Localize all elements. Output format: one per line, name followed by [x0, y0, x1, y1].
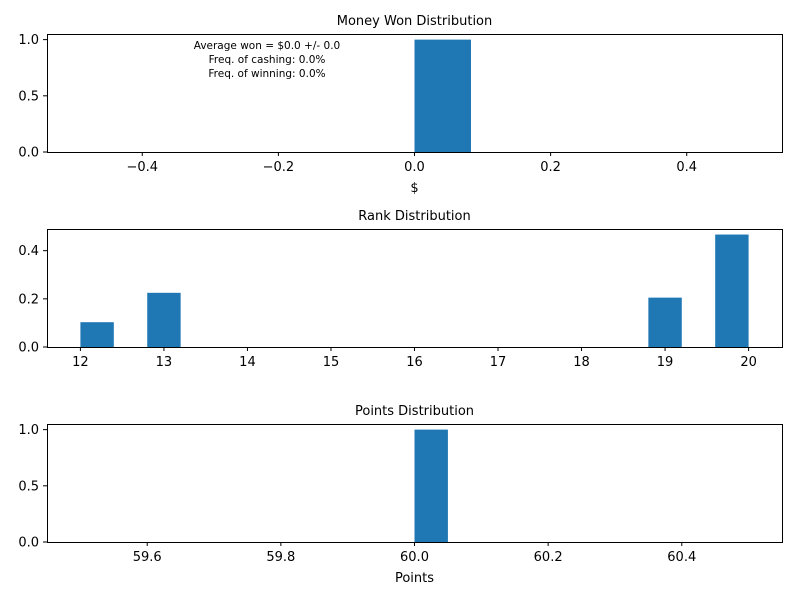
y-tick-label: 0.0	[18, 536, 39, 551]
x-tick-label: −0.4	[126, 160, 158, 175]
y-tick-label: 0.2	[18, 292, 39, 307]
x-tick-label: 12	[72, 355, 89, 370]
x-tick-label: 60.0	[400, 550, 429, 565]
bar	[648, 297, 682, 347]
annotation-text: Freq. of cashing: 0.0%	[209, 54, 326, 66]
x-tick-label: 16	[406, 355, 423, 370]
x-tick-label: 19	[657, 355, 674, 370]
x-tick-label: 60.2	[534, 550, 563, 565]
x-axis-label: Points	[395, 571, 434, 586]
y-tick-label: 1.0	[18, 33, 39, 48]
bar	[715, 234, 749, 347]
x-tick-label: −0.2	[263, 160, 295, 175]
x-tick-label: 17	[490, 355, 507, 370]
x-tick-label: 0.2	[540, 160, 561, 175]
bar	[414, 39, 471, 152]
x-tick-label: 0.4	[676, 160, 697, 175]
y-tick-label: 0.0	[18, 341, 39, 356]
y-tick-label: 1.0	[18, 423, 39, 438]
x-tick-label: 15	[323, 355, 340, 370]
y-tick-label: 0.5	[18, 479, 39, 494]
x-tick-label: 13	[156, 355, 173, 370]
x-tick-label: 59.6	[133, 550, 162, 565]
chart-title: Points Distribution	[355, 404, 474, 419]
chart-title: Rank Distribution	[358, 209, 470, 224]
y-tick-label: 0.4	[18, 244, 39, 259]
x-tick-label: 20	[740, 355, 757, 370]
bar	[414, 429, 448, 542]
x-tick-label: 14	[239, 355, 256, 370]
bar	[147, 292, 181, 347]
annotation-text: Average won = $0.0 +/- 0.0	[194, 40, 340, 52]
x-axis-label: $	[410, 181, 418, 196]
chart-panel-3: Points Distribution 59.6 59.8 60.0 60.2 60.4 0…	[18, 404, 783, 586]
chart-title: Money Won Distribution	[337, 14, 493, 29]
y-tick-label: 0.0	[18, 146, 39, 161]
chart-panel-2: Rank Distribution 12 13 14 15 16 17 18 19 20 0.0 0.…	[18, 209, 783, 370]
chart-panel-1: Money Won Distribution −0.4 −0.2 0.0 0.2 0.4 0…	[18, 14, 783, 196]
y-tick-label: 0.5	[18, 89, 39, 104]
bar	[80, 322, 114, 347]
x-tick-label: 60.4	[667, 550, 696, 565]
x-tick-label: 18	[573, 355, 590, 370]
x-tick-label: 0.0	[404, 160, 425, 175]
x-tick-label: 59.8	[266, 550, 295, 565]
annotation-text: Freq. of winning: 0.0%	[208, 68, 325, 80]
